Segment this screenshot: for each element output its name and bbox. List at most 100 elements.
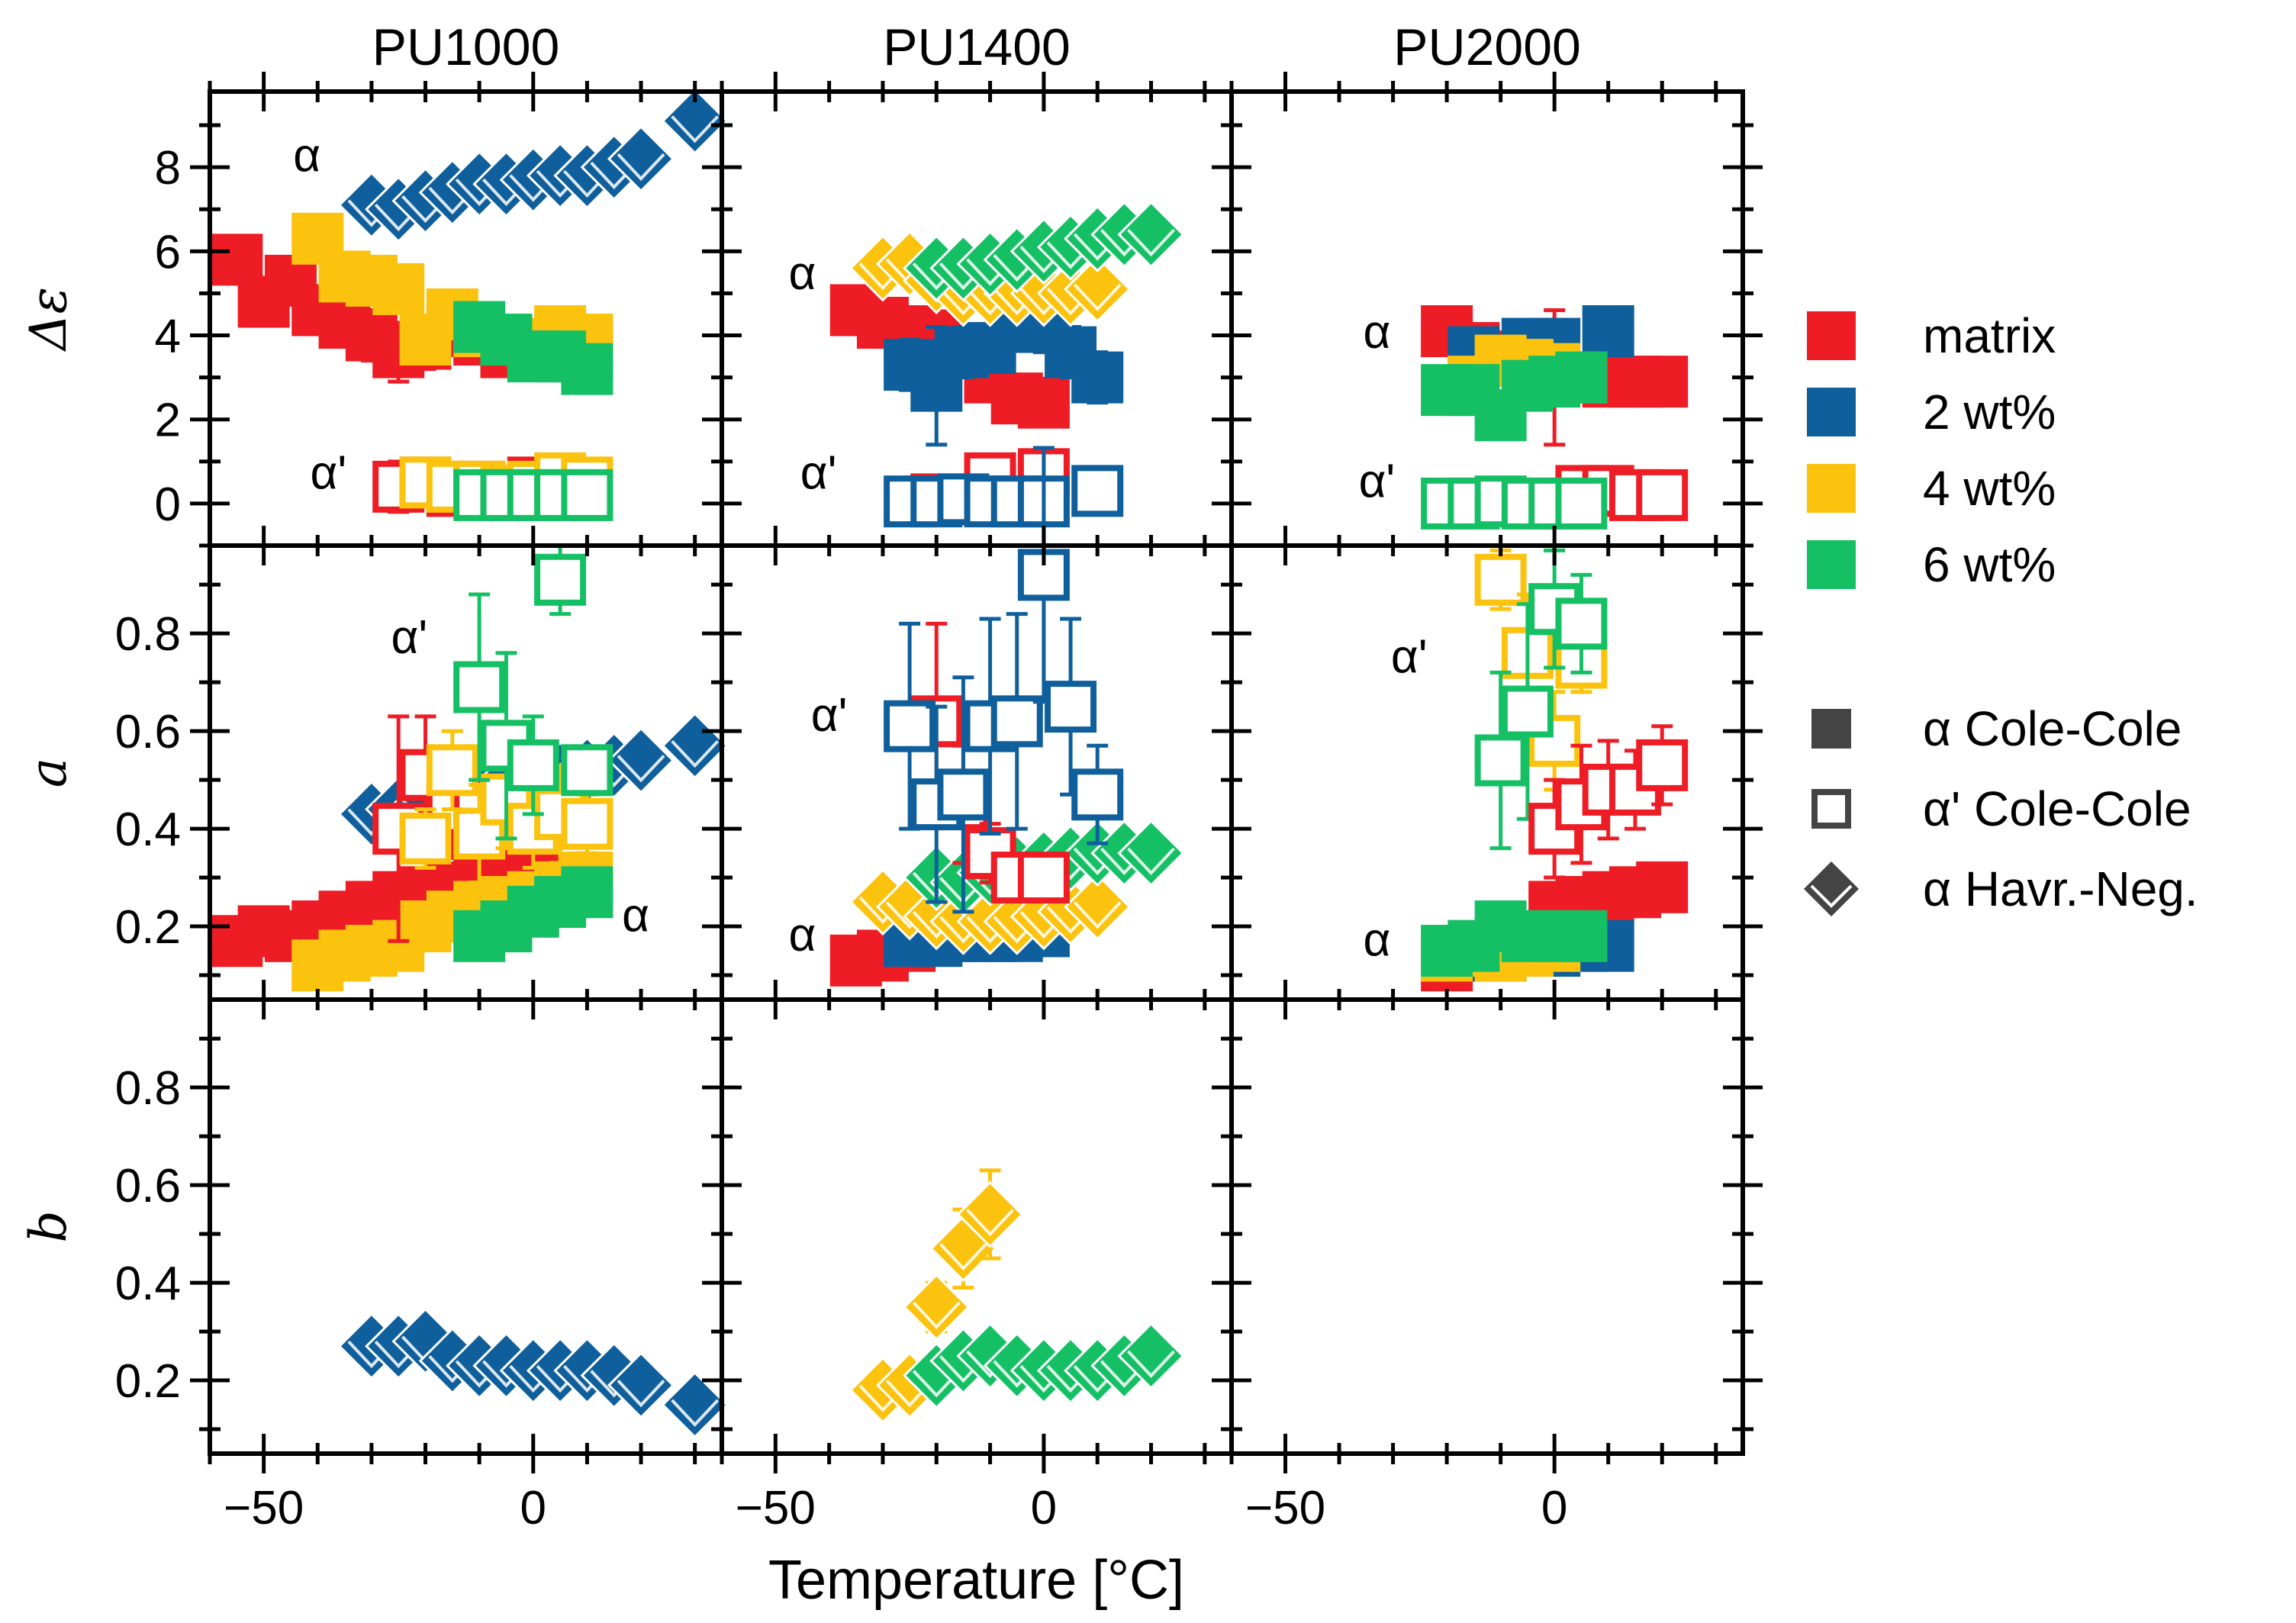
point-6-wt-open xyxy=(561,469,613,521)
point-6-wt-filled xyxy=(1555,910,1608,962)
panel-r0-c0 xyxy=(211,87,729,521)
column-title: PU1000 xyxy=(372,18,560,76)
x-tick-label: 0 xyxy=(1031,1482,1057,1534)
point-6-wt-open xyxy=(561,744,613,797)
point-6-wt-open xyxy=(453,661,506,713)
legend-swatch xyxy=(1807,388,1856,436)
point-2-wt-open xyxy=(990,695,1043,748)
point-6-wt-diamond xyxy=(1117,201,1185,269)
legend-label: 2 wt% xyxy=(1923,385,2056,440)
point-6-wt-open xyxy=(1501,685,1554,738)
annotation: α xyxy=(622,889,649,942)
point-2-wt-diamond xyxy=(607,1351,675,1419)
point-matrix-open xyxy=(1017,852,1070,904)
point-6-wt-open xyxy=(534,553,587,606)
point-2-wt-diamond xyxy=(607,726,675,794)
annotation: α xyxy=(1363,913,1390,966)
point-2-wt-filled xyxy=(1582,305,1634,358)
legend-swatch xyxy=(1807,464,1856,513)
point-4-wt-diamond xyxy=(1064,255,1132,324)
diamond-mark xyxy=(671,739,720,768)
y-tick-label: 0.2 xyxy=(115,901,181,954)
annotation: α' xyxy=(811,689,848,742)
panel-r2-c0 xyxy=(337,1307,729,1439)
point-2-wt-open xyxy=(937,768,990,821)
legend-label: 4 wt% xyxy=(1923,461,2056,516)
annotation: α xyxy=(1363,306,1390,359)
axes xyxy=(190,72,1763,1473)
diamond-mark xyxy=(617,1380,665,1408)
x-tick-label: −50 xyxy=(736,1482,816,1534)
annotation: α xyxy=(789,909,816,961)
legend-marker xyxy=(1811,789,1851,829)
annotation: α xyxy=(789,247,816,300)
x-tick-label: 0 xyxy=(520,1482,546,1534)
annotation: α' xyxy=(311,447,347,500)
diamond-mark xyxy=(1127,228,1175,257)
y-tick-label: 0.8 xyxy=(115,1062,181,1115)
diamond-mark xyxy=(939,1242,987,1271)
point-2-wt-filled xyxy=(1071,351,1124,404)
point-4-wt-filled xyxy=(372,262,425,315)
y-axis-label: Δε xyxy=(19,287,78,353)
diamond-mark xyxy=(912,1301,961,1329)
point-4-wt-diamond xyxy=(1064,873,1132,941)
panel-r1-c2 xyxy=(1421,548,1689,992)
point-matrix-filled xyxy=(1636,861,1689,913)
point-2-wt-open xyxy=(1071,768,1124,821)
legend-marker xyxy=(1811,709,1851,749)
point-matrix-filled xyxy=(1017,376,1070,429)
y-tick-label: 0.8 xyxy=(115,608,181,661)
diamond-mark xyxy=(1073,901,1122,929)
column-title: PU1400 xyxy=(883,18,1071,76)
point-2-wt-diamond xyxy=(661,1370,729,1439)
y-axis-label: b xyxy=(19,1210,78,1242)
y-tick-label: 8 xyxy=(155,142,181,195)
point-2-wt-open xyxy=(884,700,936,752)
diamond-mark xyxy=(1127,847,1175,875)
point-4-wt-open xyxy=(1474,553,1527,606)
legend-marker-detail xyxy=(1810,884,1853,908)
point-6-wt-open xyxy=(507,739,559,791)
point-2-wt-diamond xyxy=(661,87,729,155)
diamond-mark xyxy=(617,755,665,783)
y-tick-label: 0.2 xyxy=(115,1355,181,1408)
legend-swatch xyxy=(1807,311,1856,360)
plot-frame xyxy=(208,89,1745,1456)
point-6-wt-filled xyxy=(561,343,613,395)
point-2-wt-open xyxy=(1045,681,1097,733)
point-6-wt-open xyxy=(1474,734,1527,787)
panel-r1-c0 xyxy=(211,543,729,992)
y-tick-label: 4 xyxy=(155,311,181,363)
point-6-wt-open xyxy=(1555,597,1608,650)
annotation: α' xyxy=(1391,630,1428,683)
point-6-wt-filled xyxy=(1555,351,1608,404)
y-tick-label: 0.6 xyxy=(115,1160,181,1212)
diamond-mark xyxy=(671,115,720,143)
y-tick-label: 0.4 xyxy=(115,1258,181,1310)
diamond-mark xyxy=(617,153,665,182)
column-title: PU2000 xyxy=(1393,18,1581,76)
y-tick-label: 0.4 xyxy=(115,803,181,856)
point-6-wt-diamond xyxy=(1117,1322,1185,1390)
x-tick-label: −50 xyxy=(1245,1482,1325,1534)
diamond-mark xyxy=(966,1209,1015,1237)
x-tick-label: 0 xyxy=(1541,1482,1567,1534)
legend-label: 6 wt% xyxy=(1923,537,2056,592)
point-6-wt-open xyxy=(1555,477,1608,530)
annotation: α xyxy=(293,130,320,182)
legend-label: α' Cole-Cole xyxy=(1923,781,2191,836)
point-matrix-filled xyxy=(1636,356,1689,408)
point-matrix-open xyxy=(1636,469,1689,521)
point-2-wt-diamond xyxy=(607,125,675,193)
panel-r0-c1 xyxy=(829,201,1185,528)
point-matrix-open xyxy=(1636,739,1689,791)
y-axis-label: a xyxy=(19,758,78,787)
diamond-mark xyxy=(1127,1350,1175,1378)
legend-label: matrix xyxy=(1923,308,2056,363)
annotation: α' xyxy=(800,447,837,500)
y-tick-label: 6 xyxy=(155,226,181,279)
legend-swatch xyxy=(1807,540,1856,589)
panel-r0-c2 xyxy=(1421,305,1689,530)
